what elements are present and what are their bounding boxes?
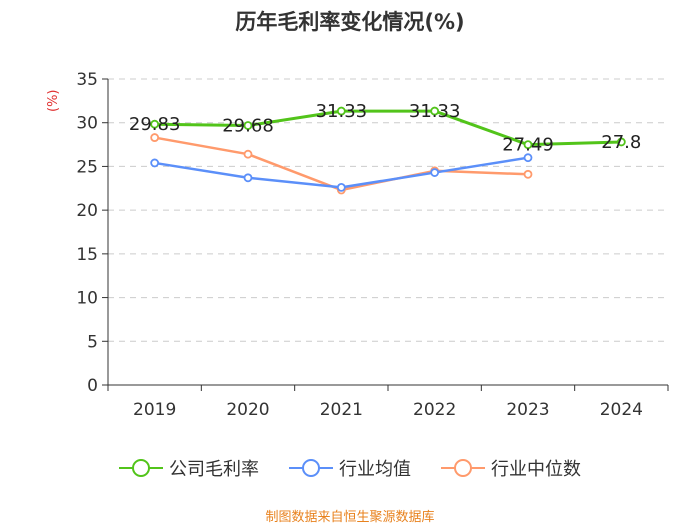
- point-2-2023: [523, 169, 533, 179]
- x-tick-label-2021: 2021: [320, 400, 363, 420]
- y-tick-label-20: 20: [76, 201, 98, 221]
- data-label-2019: 29.83: [129, 114, 181, 135]
- data-label-2021: 31.33: [316, 101, 368, 122]
- y-tick-label-35: 35: [76, 70, 98, 90]
- label-layer: 29.83 29.68 31.33 31.33 27.49 27.8: [129, 101, 641, 156]
- series-layer: [150, 106, 626, 195]
- chart-title: 历年毛利率变化情况(%): [235, 10, 465, 34]
- data-label-2020: 29.68: [222, 116, 274, 137]
- point-1-2020: [243, 173, 253, 183]
- y-tick-label-15: 15: [76, 245, 98, 265]
- y-tick-label-25: 25: [76, 157, 98, 177]
- point-1-2021: [336, 183, 346, 192]
- grid-layer: [108, 78, 668, 342]
- legend-label-industry-median: 行业中位数: [491, 459, 581, 480]
- series-line-0: [154, 109, 622, 147]
- data-label-2022: 31.33: [409, 101, 461, 122]
- point-0-2021: [336, 106, 346, 116]
- x-tick-label-2022: 2022: [413, 400, 456, 420]
- x-tick-label-2020: 2020: [226, 400, 269, 420]
- x-tick-label-2024: 2024: [600, 400, 643, 420]
- legend-marker-industry-median: [441, 459, 485, 477]
- series-line-2: [154, 136, 529, 192]
- legend-marker-company: [119, 459, 163, 477]
- data-label-2024: 27.8: [601, 132, 641, 153]
- legend-marker-industry-mean: [289, 459, 333, 477]
- point-2-2020: [243, 149, 253, 159]
- axis-layer: 0 5 10 15 20 25 30 35 2019 2020 2021 2022 2023 2024: [76, 70, 669, 420]
- point-0-2019: [150, 119, 160, 129]
- point-1-2022: [430, 168, 440, 177]
- point-1-2023: [523, 153, 533, 163]
- point-0-2023: [523, 140, 533, 150]
- y-tick-label-5: 5: [87, 332, 98, 352]
- data-label-2023: 27.49: [502, 135, 554, 156]
- x-tick-label-2019: 2019: [133, 400, 176, 420]
- legend-label-industry-mean: 行业均值: [339, 459, 411, 480]
- x-tick-label-2023: 2023: [506, 400, 549, 420]
- legend-label-company: 公司毛利率: [169, 459, 259, 480]
- legend: 公司毛利率 行业均值 行业中位数: [0, 455, 700, 481]
- point-0-2022: [430, 106, 440, 116]
- legend-item-industry-mean[interactable]: 行业均值: [289, 455, 411, 481]
- point-1-2019: [150, 158, 160, 168]
- legend-item-company[interactable]: 公司毛利率: [119, 455, 259, 481]
- y-tick-label-0: 0: [87, 376, 98, 396]
- y-tick-label-10: 10: [76, 289, 98, 309]
- legend-item-industry-median[interactable]: 行业中位数: [441, 455, 581, 481]
- point-0-2024: [616, 137, 626, 147]
- y-tick-label-30: 30: [76, 114, 98, 134]
- source-note: 制图数据来自恒生聚源数据库: [265, 510, 435, 525]
- point-2-2019: [150, 133, 160, 142]
- point-0-2020: [243, 121, 253, 130]
